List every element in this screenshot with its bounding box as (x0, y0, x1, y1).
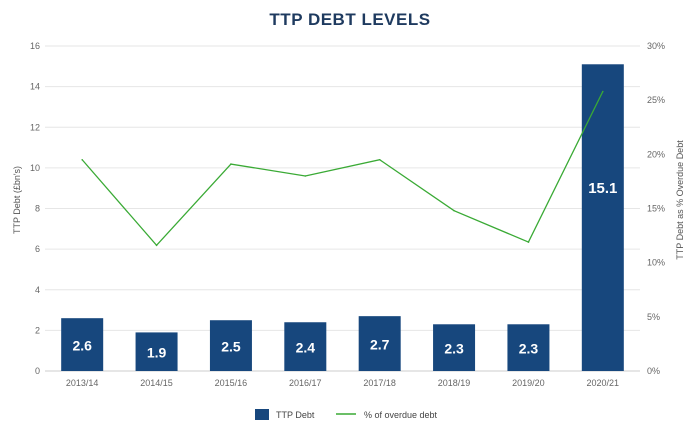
bar (209, 320, 252, 371)
line-point (304, 175, 307, 177)
y-tick-label-right: 15% (647, 204, 665, 214)
y-tick-label-left: 6 (35, 244, 40, 254)
legend-label-ttp-debt: TTP Debt (276, 410, 315, 420)
line-point (602, 90, 604, 93)
x-tick-label: 2014/15 (140, 378, 173, 388)
bar-data-label: 2.4 (296, 340, 316, 356)
left-axis-ticks: 0 2 4 6 8 10 12 14 16 (30, 41, 40, 376)
x-tick-label: 2018/19 (438, 378, 471, 388)
y-tick-label-right: 10% (647, 258, 665, 268)
bar-data-label: 2.5 (221, 339, 241, 355)
bar-data-label: 2.3 (444, 341, 464, 357)
y-tick-label-right: 25% (647, 95, 665, 105)
bar (358, 316, 401, 371)
bar-data-label: 2.7 (370, 337, 390, 353)
bar (581, 64, 624, 371)
y-tick-label-right: 30% (647, 41, 665, 51)
y-tick-label-left: 0 (35, 366, 40, 376)
x-tick-label: 2015/16 (215, 378, 248, 388)
line-point (527, 241, 530, 243)
bar-data-label: 2.3 (519, 341, 539, 357)
legend-label-overdue: % of overdue debt (364, 410, 438, 420)
overdue-debt-line (81, 91, 604, 247)
bar (135, 332, 178, 371)
bar (61, 318, 104, 371)
x-tick-label: 2017/18 (363, 378, 396, 388)
line-point (378, 158, 381, 161)
y-axis-label-left: TTP Debt (£bn's) (12, 166, 22, 234)
bar-data-label: 2.6 (72, 338, 92, 354)
y-tick-label-right: 5% (647, 312, 660, 322)
y-tick-label-left: 16 (30, 41, 40, 51)
legend-swatch-ttp-debt (255, 409, 269, 420)
y-tick-label-left: 10 (30, 163, 40, 173)
bar (507, 324, 550, 371)
right-axis-ticks: 0% 5% 10% 15% 20% 25% 30% (647, 41, 665, 376)
y-tick-label-left: 8 (35, 204, 40, 214)
y-tick-label-right: 0% (647, 366, 660, 376)
gridlines (45, 45, 640, 372)
y-tick-label-left: 14 (30, 82, 40, 92)
line-point (81, 158, 83, 161)
bar-data-label: 15.1 (588, 180, 617, 197)
bar-data-label: 1.9 (147, 345, 167, 361)
x-axis-ticks: 2013/14 2014/15 2015/16 2016/17 2017/18 2018/… (66, 378, 619, 388)
x-tick-label: 2013/14 (66, 378, 99, 388)
x-tick-label: 2020/21 (587, 378, 620, 388)
bar (284, 322, 327, 371)
y-axis-label-right: TTP Debt as % Overdue Debt (675, 140, 685, 260)
y-tick-label-left: 2 (35, 325, 40, 335)
y-tick-label-left: 12 (30, 122, 40, 132)
chart-title: TTP DEBT LEVELS (269, 10, 430, 29)
overdue-line (81, 90, 604, 247)
bar (433, 324, 476, 371)
y-tick-label-left: 4 (35, 285, 40, 295)
x-tick-label: 2019/20 (512, 378, 545, 388)
x-tick-label: 2016/17 (289, 378, 322, 388)
bars: 2.6 1.9 2.5 2.4 2.7 2.3 2.3 15.1 (61, 64, 624, 371)
line-point (230, 163, 232, 165)
line-point (155, 244, 158, 247)
y-tick-label-right: 20% (647, 149, 665, 159)
legend: TTP Debt % of overdue debt (255, 409, 438, 420)
line-point (453, 209, 455, 212)
